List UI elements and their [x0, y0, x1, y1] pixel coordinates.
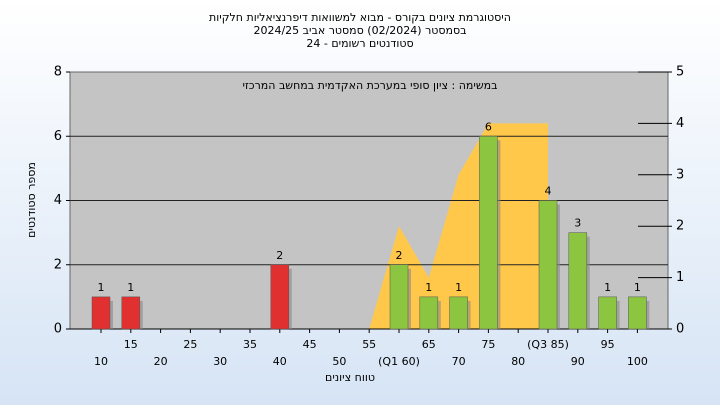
annotation: במשימה : ציון סופי במערכת האקדמית במחשב …: [243, 79, 498, 92]
chart-title: היסטוגרמת ציונים בקורס - מבוא למשוואות ד…: [209, 11, 511, 24]
x-tick-label: 55: [362, 338, 376, 351]
bar: [479, 136, 498, 330]
x-tick-label: 25: [183, 338, 197, 351]
data-label: 3: [574, 217, 581, 230]
data-label: 2: [396, 249, 403, 262]
data-label: 4: [545, 185, 552, 198]
bar: [419, 296, 439, 330]
data-label: 1: [455, 281, 462, 294]
y-tick-label: 4: [54, 193, 62, 208]
bar: [449, 296, 468, 330]
x-tick-label: (Q3 85): [527, 338, 569, 351]
data-label: 1: [127, 281, 134, 294]
chart-subtitle: סטודנטים רשומים - 24: [306, 37, 413, 50]
x-tick-label: 100: [627, 355, 648, 368]
data-label: 6: [485, 120, 492, 133]
y2-tick-label: 0: [676, 322, 684, 337]
x-tick-label: 20: [154, 355, 168, 368]
y-tick-label: 2: [54, 257, 62, 272]
x-tick-label: 80: [511, 355, 525, 368]
chart-subtitle: בסמסטר (02/2024) סמסטר אביב 2024/25: [253, 24, 466, 37]
y-tick-label: 6: [54, 129, 62, 144]
bar: [538, 200, 558, 330]
x-tick-label: 35: [243, 338, 257, 351]
bar: [598, 296, 617, 330]
y-axis-label: מספר סטודנטים: [25, 162, 38, 238]
x-tick-label: 65: [422, 338, 436, 351]
bar: [628, 296, 647, 330]
bar: [389, 264, 409, 330]
x-tick-label: 50: [332, 355, 346, 368]
y2-tick-label: 5: [676, 65, 684, 80]
x-tick-label: 45: [303, 338, 317, 351]
bar: [270, 264, 290, 330]
y2-tick-label: 2: [676, 219, 684, 234]
y2-tick-label: 1: [676, 270, 684, 285]
x-axis-label: טווח ציונים: [325, 371, 375, 384]
x-tick-label: 90: [571, 355, 585, 368]
data-label: 1: [425, 281, 432, 294]
data-label: 1: [604, 281, 611, 294]
bar: [568, 232, 588, 330]
x-tick-label: 70: [452, 355, 466, 368]
area: [369, 123, 548, 330]
x-tick-label: 75: [481, 338, 495, 351]
y-tick-label: 0: [54, 322, 62, 337]
x-tick-label: 30: [213, 355, 227, 368]
data-label: 2: [276, 249, 283, 262]
y-tick-label: 8: [54, 65, 62, 80]
x-tick-label: 95: [601, 338, 615, 351]
x-tick-label: 15: [124, 338, 138, 351]
y2-tick-label: 4: [676, 116, 684, 131]
data-label: 1: [634, 281, 641, 294]
bar: [121, 296, 141, 330]
data-label: 1: [98, 281, 105, 294]
bar: [91, 296, 111, 330]
x-tick-label: 40: [273, 355, 287, 368]
x-tick-label: 10: [94, 355, 108, 368]
y2-tick-label: 3: [676, 167, 684, 182]
x-tick-label: (Q1 60): [378, 355, 420, 368]
